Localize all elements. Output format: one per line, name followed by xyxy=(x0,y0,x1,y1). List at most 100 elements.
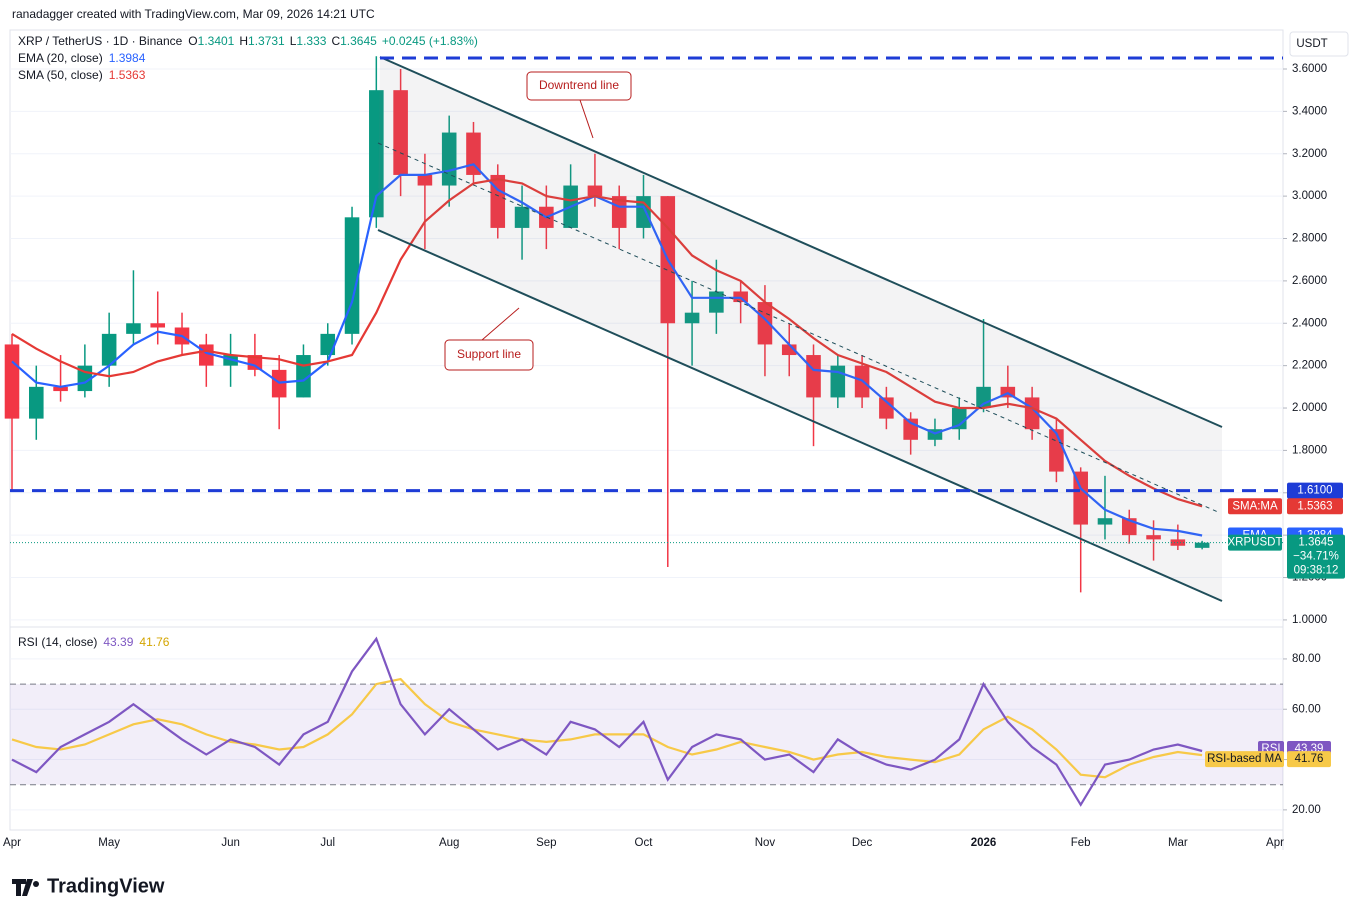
y-tick-label: 1.0000 xyxy=(1292,614,1327,626)
price-tag-text: XRPUSDT xyxy=(1228,537,1283,549)
price-tag xyxy=(1287,751,1331,768)
callout-text: Support line xyxy=(457,347,521,361)
candle-body xyxy=(636,196,651,228)
x-tick-label: May xyxy=(98,837,120,849)
candle-body xyxy=(393,90,408,175)
x-tick-label: Aug xyxy=(439,837,459,849)
series-line xyxy=(11,178,1203,508)
legend-name: RSI (14, close) xyxy=(18,635,97,649)
brand-logo xyxy=(12,879,33,896)
y-tick-label: 2.6000 xyxy=(1292,275,1327,287)
candle-body xyxy=(514,206,530,228)
candle-body xyxy=(29,386,44,419)
x-tick-label: Apr xyxy=(3,837,21,849)
price-tag xyxy=(1228,534,1282,551)
price-tag xyxy=(1287,498,1343,515)
candle-body xyxy=(126,323,141,334)
candle-body xyxy=(101,333,117,366)
downtrend-line xyxy=(379,56,1223,428)
ohlc-key: C xyxy=(331,34,340,48)
price-tag xyxy=(1287,482,1343,499)
candle-body xyxy=(1073,471,1088,525)
brand-name: TradingView xyxy=(47,875,165,897)
ohlc-key: O xyxy=(188,34,197,48)
candle-body xyxy=(587,185,603,197)
candle-body xyxy=(4,344,20,419)
callout-box xyxy=(444,339,534,371)
legend-entry: RSI (14, close) 43.39 41.76 xyxy=(18,635,170,649)
symbol-title: XRP / TetherUS · 1D · Binance xyxy=(18,34,183,48)
legend-name: EMA (20, close) xyxy=(18,51,103,65)
x-tick-label: Jul xyxy=(320,837,335,849)
candle-body xyxy=(417,174,433,186)
rsi-band xyxy=(10,684,1283,785)
candle-body xyxy=(879,397,894,419)
y-tick-label: 2.8000 xyxy=(1292,233,1327,245)
callout-pointer xyxy=(481,307,520,341)
y-tick-label: 2.0000 xyxy=(1292,402,1327,414)
candle-body xyxy=(490,174,506,228)
legend-entry: EMA (20, close) 1.3984 xyxy=(18,51,146,65)
y-unit: USDT xyxy=(1296,38,1327,50)
candle-body xyxy=(951,408,967,430)
candle-body xyxy=(684,312,700,324)
ohlc-value: 1.3731 xyxy=(248,34,285,48)
x-tick-label: Oct xyxy=(635,837,654,849)
x-tick-label: Jun xyxy=(221,837,240,849)
support-line xyxy=(377,229,1223,602)
y-tick-label: 3.2000 xyxy=(1292,148,1327,160)
price-tag xyxy=(1205,751,1284,768)
legend-value: 1.5363 xyxy=(109,68,146,82)
y-tick-label: 2.4000 xyxy=(1292,317,1327,329)
candle-body xyxy=(757,302,773,345)
y-tick-label: 80.00 xyxy=(1292,653,1321,665)
x-tick-label: Apr xyxy=(1266,837,1284,849)
ohlc-key: H xyxy=(239,34,248,48)
candle-body xyxy=(53,386,68,392)
y-tick-label: 3.0000 xyxy=(1292,190,1327,202)
candle-body xyxy=(781,344,797,356)
unit-box xyxy=(1289,31,1349,57)
plot-layer xyxy=(4,56,1283,811)
change: +0.0245 (+1.83%) xyxy=(382,34,478,48)
candle-body xyxy=(1146,535,1161,540)
x-tick-label: Feb xyxy=(1071,837,1091,849)
price-tag-text: 1.5363 xyxy=(1297,500,1332,512)
price-tag-text: 1.6100 xyxy=(1297,485,1332,497)
callout-pointer xyxy=(579,99,594,139)
y-tick-label: 2.2000 xyxy=(1292,360,1327,372)
legend-entry: SMA (50, close) 1.5363 xyxy=(18,68,146,82)
ohlc-value: 1.3645 xyxy=(340,34,377,48)
candle-body xyxy=(344,217,360,334)
price-tag-text: −34.71% xyxy=(1293,551,1339,563)
y-tick-label: 1.8000 xyxy=(1292,444,1327,456)
watermark: ranadagger created with TradingView.com,… xyxy=(12,7,375,21)
y-tick-label: 3.6000 xyxy=(1292,63,1327,75)
price-tag xyxy=(1287,534,1345,579)
series-line xyxy=(11,636,1203,807)
channel-midline xyxy=(377,142,1219,513)
x-tick-label: Mar xyxy=(1168,837,1188,849)
series-line xyxy=(11,677,1203,779)
price-tag xyxy=(1228,498,1282,515)
price-tag-text: RSI-based MA xyxy=(1207,753,1282,765)
candle-body xyxy=(369,90,384,218)
price-tag-text: SMA:MA xyxy=(1232,500,1278,512)
ohlc-value: 1.3401 xyxy=(198,34,235,48)
legend-name: SMA (50, close) xyxy=(18,68,103,82)
price-tag-text: 41.76 xyxy=(1295,753,1324,765)
ohlc-value: 1.333 xyxy=(296,34,326,48)
ohlc-key: L xyxy=(290,34,297,48)
legend-value: 1.3984 xyxy=(109,51,146,65)
symbol-legend: XRP / TetherUS · 1D · Binance O1.3401 H1.3… xyxy=(18,34,478,48)
candle-body xyxy=(1194,542,1210,548)
candle-body xyxy=(1097,518,1113,525)
y-tick-label: 20.00 xyxy=(1292,804,1321,816)
series-line xyxy=(11,163,1203,537)
callout-text: Downtrend line xyxy=(539,78,619,92)
channel-fill xyxy=(378,57,1222,601)
x-tick-label: 2026 xyxy=(971,837,997,849)
callout-box xyxy=(526,71,632,101)
brand-logo xyxy=(33,881,39,887)
